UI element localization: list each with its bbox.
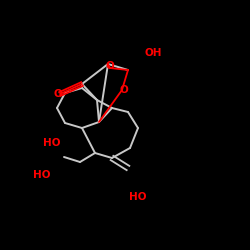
Text: HO: HO [129, 192, 147, 202]
Text: HO: HO [43, 138, 61, 148]
Text: OH: OH [144, 48, 162, 58]
Text: O: O [120, 85, 128, 95]
Text: O: O [106, 61, 114, 71]
Text: O: O [54, 89, 62, 99]
Text: HO: HO [33, 170, 51, 180]
